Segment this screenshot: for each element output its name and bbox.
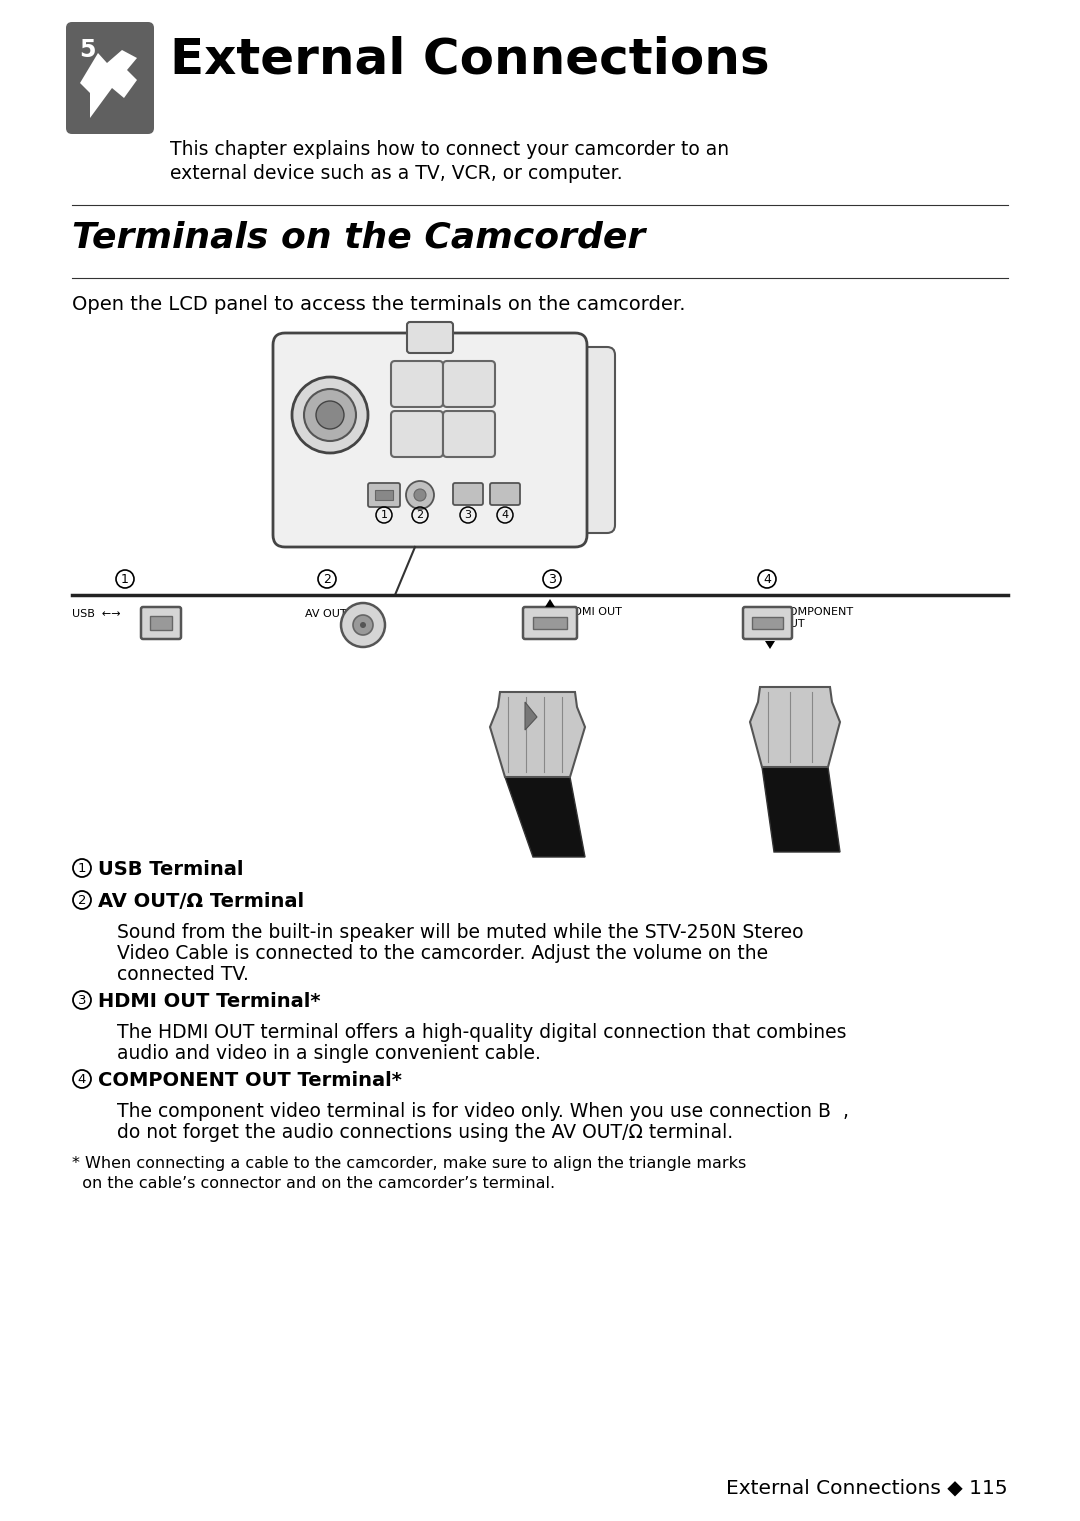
FancyBboxPatch shape: [743, 607, 792, 639]
Text: 2: 2: [78, 894, 86, 907]
Text: do not forget the audio connections using the AV OUT/Ω terminal.: do not forget the audio connections usin…: [117, 1122, 733, 1142]
Text: Terminals on the Camcorder: Terminals on the Camcorder: [72, 221, 645, 254]
Text: 1: 1: [121, 573, 129, 586]
Circle shape: [406, 481, 434, 510]
FancyBboxPatch shape: [391, 360, 443, 408]
Text: Sound from the built-in speaker will be muted while the STV-250N Stereo: Sound from the built-in speaker will be …: [117, 923, 804, 941]
Bar: [375, 490, 393, 500]
Text: HDMI OUT: HDMI OUT: [565, 607, 622, 618]
Circle shape: [360, 622, 366, 628]
Text: Open the LCD panel to access the terminals on the camcorder.: Open the LCD panel to access the termina…: [72, 295, 686, 313]
Polygon shape: [490, 692, 585, 777]
Text: 4: 4: [764, 573, 771, 586]
Text: The component video terminal is for video only. When you use connection B  ,: The component video terminal is for vide…: [117, 1103, 849, 1121]
Polygon shape: [545, 599, 555, 607]
Bar: [534, 618, 567, 630]
FancyBboxPatch shape: [490, 484, 519, 505]
FancyBboxPatch shape: [443, 411, 495, 456]
Text: 1: 1: [380, 511, 388, 520]
Text: USB Terminal: USB Terminal: [98, 859, 243, 879]
Circle shape: [414, 488, 426, 500]
Text: AV OUT/Ω Terminal: AV OUT/Ω Terminal: [98, 891, 305, 911]
Text: USB  ←→: USB ←→: [72, 608, 121, 619]
Text: 3: 3: [464, 511, 472, 520]
Text: on the cable’s connector and on the camcorder’s terminal.: on the cable’s connector and on the camc…: [72, 1176, 555, 1191]
Text: 4: 4: [78, 1072, 86, 1086]
Text: 2: 2: [417, 511, 423, 520]
FancyBboxPatch shape: [549, 347, 615, 532]
FancyBboxPatch shape: [523, 607, 577, 639]
FancyBboxPatch shape: [66, 21, 154, 134]
Text: External Connections: External Connections: [170, 37, 770, 84]
Text: * When connecting a cable to the camcorder, make sure to align the triangle mark: * When connecting a cable to the camcord…: [72, 1156, 746, 1171]
Polygon shape: [750, 687, 840, 767]
FancyBboxPatch shape: [273, 333, 588, 548]
Circle shape: [316, 402, 345, 429]
Text: The HDMI OUT terminal offers a high-quality digital connection that combines: The HDMI OUT terminal offers a high-qual…: [117, 1024, 847, 1042]
Text: COMPONENT
OUT: COMPONENT OUT: [781, 607, 853, 630]
Text: COMPONENT OUT Terminal*: COMPONENT OUT Terminal*: [98, 1071, 402, 1091]
FancyBboxPatch shape: [368, 484, 400, 506]
Polygon shape: [80, 50, 137, 119]
Text: External Connections ◆ 115: External Connections ◆ 115: [727, 1478, 1008, 1498]
Text: connected TV.: connected TV.: [117, 964, 248, 984]
Text: HDMI OUT Terminal*: HDMI OUT Terminal*: [98, 992, 321, 1011]
Text: 2: 2: [323, 573, 330, 586]
FancyBboxPatch shape: [391, 411, 443, 456]
Text: Video Cable is connected to the camcorder. Adjust the volume on the: Video Cable is connected to the camcorde…: [117, 945, 768, 963]
Text: external device such as a TV, VCR, or computer.: external device such as a TV, VCR, or co…: [170, 164, 623, 183]
Circle shape: [292, 377, 368, 453]
Polygon shape: [505, 777, 585, 856]
Circle shape: [341, 602, 384, 646]
Text: 1: 1: [78, 862, 86, 875]
Polygon shape: [525, 703, 537, 730]
Text: 4: 4: [501, 511, 509, 520]
FancyBboxPatch shape: [453, 484, 483, 505]
Polygon shape: [762, 767, 840, 852]
Text: 3: 3: [78, 995, 86, 1007]
FancyBboxPatch shape: [141, 607, 181, 639]
FancyBboxPatch shape: [407, 322, 453, 353]
Text: AV OUT / Ω: AV OUT / Ω: [305, 608, 366, 619]
Text: 3: 3: [548, 573, 556, 586]
Circle shape: [303, 389, 356, 441]
Bar: [150, 616, 172, 630]
FancyBboxPatch shape: [443, 360, 495, 408]
Bar: [752, 618, 783, 630]
Polygon shape: [765, 640, 775, 649]
Text: audio and video in a single convenient cable.: audio and video in a single convenient c…: [117, 1043, 541, 1063]
Text: 5: 5: [79, 38, 95, 62]
Text: This chapter explains how to connect your camcorder to an: This chapter explains how to connect you…: [170, 140, 729, 160]
Circle shape: [353, 614, 373, 634]
